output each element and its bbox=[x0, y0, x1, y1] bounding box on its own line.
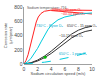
svg-text:0: 0 bbox=[23, 66, 26, 72]
svg-text:200: 200 bbox=[14, 47, 23, 53]
svg-text:0: 0 bbox=[20, 61, 23, 67]
svg-text:~10-15 ppm O₂: ~10-15 ppm O₂ bbox=[59, 34, 83, 38]
svg-text:600: 600 bbox=[14, 18, 23, 24]
svg-text:725°C - 20 ppm O₂: 725°C - 20 ppm O₂ bbox=[52, 8, 82, 12]
svg-text:4: 4 bbox=[50, 66, 53, 72]
svg-text:650°C - 15 ppm O₂: 650°C - 15 ppm O₂ bbox=[67, 24, 97, 28]
svg-text:800: 800 bbox=[14, 4, 23, 10]
svg-text:Corrosion rate(μm/year): Corrosion rate(μm/year) bbox=[3, 22, 13, 48]
svg-text:730°C - Ryser D₂: 730°C - Ryser D₂ bbox=[36, 24, 64, 28]
svg-text:10: 10 bbox=[89, 66, 95, 72]
svg-text:650°C - 1 ppm O₂: 650°C - 1 ppm O₂ bbox=[59, 52, 87, 56]
svg-text:~40-50 ppm O₂: ~40-50 ppm O₂ bbox=[61, 12, 85, 16]
svg-text:Sodium circulation speed (m/s): Sodium circulation speed (m/s) bbox=[31, 72, 87, 77]
svg-text:6: 6 bbox=[63, 66, 66, 72]
svg-text:2: 2 bbox=[36, 66, 39, 72]
svg-text:8: 8 bbox=[77, 66, 80, 72]
svg-text:Sodium temperature: 716: Sodium temperature: 716 bbox=[27, 6, 67, 10]
svg-text:400: 400 bbox=[14, 32, 23, 38]
